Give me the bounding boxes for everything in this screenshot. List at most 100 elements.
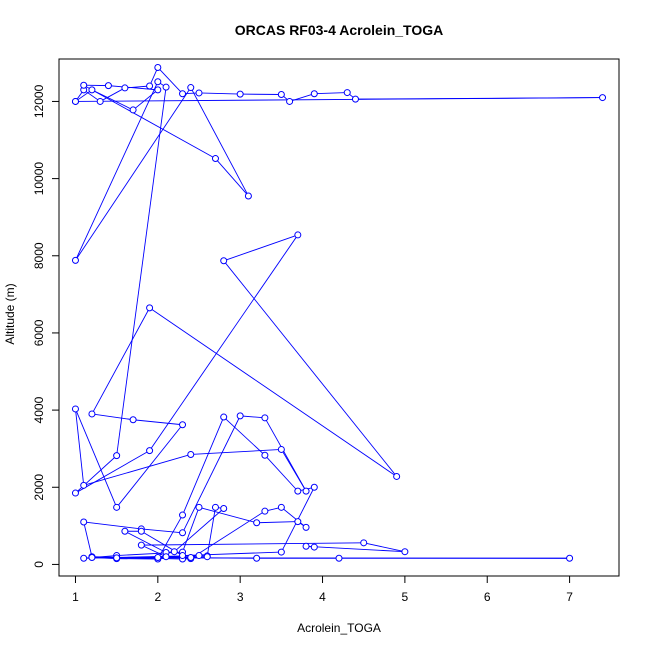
data-point bbox=[566, 554, 574, 562]
y-tick-label: 0 bbox=[32, 561, 46, 568]
data-point bbox=[277, 503, 285, 511]
data-point bbox=[162, 83, 170, 91]
series-segment bbox=[91, 413, 134, 421]
y-tick-label: 8000 bbox=[32, 242, 46, 269]
data-point bbox=[302, 542, 310, 550]
chart-title: ORCAS RF03-4 Acrolein_TOGA bbox=[235, 22, 444, 38]
series-segment bbox=[133, 419, 183, 426]
x-axis: 1 2 3 4 5 6 7 bbox=[72, 575, 573, 604]
data-point bbox=[294, 231, 302, 239]
y-tick-label: 4000 bbox=[32, 396, 46, 423]
y-tick-label: 12000 bbox=[32, 84, 46, 118]
data-point bbox=[261, 451, 269, 459]
x-tick-label: 4 bbox=[319, 590, 326, 604]
data-point bbox=[195, 503, 203, 511]
series-segment bbox=[83, 454, 191, 486]
series-segment bbox=[149, 307, 397, 477]
x-axis-label: Acrolein_TOGA bbox=[297, 621, 381, 635]
series-segment bbox=[198, 92, 241, 95]
series-segment bbox=[124, 530, 167, 553]
data-point bbox=[220, 413, 228, 421]
series-lines bbox=[75, 67, 603, 560]
data-point bbox=[277, 445, 285, 453]
data-point bbox=[80, 518, 88, 526]
data-point bbox=[146, 447, 154, 455]
series-segment bbox=[157, 514, 183, 560]
data-point bbox=[179, 511, 187, 519]
data-point bbox=[121, 527, 129, 535]
series-segment bbox=[182, 415, 241, 533]
series-segment bbox=[223, 234, 298, 262]
series-segment bbox=[83, 521, 93, 557]
data-point bbox=[253, 519, 261, 527]
x-tick-label: 6 bbox=[484, 590, 491, 604]
series-segment bbox=[75, 81, 159, 261]
data-point bbox=[170, 548, 178, 556]
data-point bbox=[113, 554, 121, 562]
data-point bbox=[277, 548, 285, 556]
data-point bbox=[113, 503, 121, 511]
data-point bbox=[154, 553, 162, 561]
data-point bbox=[71, 405, 79, 413]
series-segment bbox=[240, 415, 265, 419]
x-tick-label: 7 bbox=[566, 590, 573, 604]
data-point bbox=[310, 483, 318, 491]
data-point bbox=[211, 155, 219, 163]
series-segment bbox=[141, 528, 183, 534]
series-segment bbox=[75, 450, 150, 494]
data-point bbox=[88, 86, 96, 94]
data-point bbox=[154, 86, 162, 94]
data-point bbox=[310, 543, 318, 551]
y-tick-label: 10000 bbox=[32, 162, 46, 196]
data-point bbox=[187, 84, 195, 92]
y-axis-label: Altitude (m) bbox=[3, 283, 17, 344]
y-axis: 0 2000 4000 6000 8000 10000 12000 bbox=[32, 84, 60, 568]
series-segment bbox=[215, 158, 249, 197]
data-point bbox=[162, 553, 170, 561]
data-point bbox=[351, 95, 359, 103]
data-point bbox=[203, 553, 211, 561]
data-point bbox=[154, 78, 162, 86]
series-segment bbox=[264, 454, 299, 492]
series-segment bbox=[75, 408, 118, 508]
data-point bbox=[129, 416, 137, 424]
data-point bbox=[179, 90, 187, 98]
data-point bbox=[335, 554, 343, 562]
series-segment bbox=[141, 544, 167, 558]
data-point bbox=[286, 97, 294, 105]
series-segment bbox=[132, 89, 159, 111]
series-segment bbox=[198, 506, 257, 524]
x-tick-label: 1 bbox=[72, 590, 79, 604]
series-segment bbox=[83, 521, 142, 530]
data-point bbox=[88, 410, 96, 418]
series-points bbox=[71, 63, 607, 563]
data-point bbox=[236, 412, 244, 420]
data-point bbox=[179, 552, 187, 560]
data-point bbox=[179, 421, 187, 429]
data-point bbox=[220, 504, 228, 512]
series-segment bbox=[75, 408, 85, 486]
data-point bbox=[261, 414, 269, 422]
series-segment bbox=[206, 507, 216, 557]
series-segment bbox=[264, 417, 307, 492]
data-point bbox=[88, 553, 96, 561]
y-tick-label: 2000 bbox=[32, 474, 46, 501]
series-segment bbox=[256, 521, 298, 524]
data-point bbox=[401, 548, 409, 556]
data-point bbox=[302, 487, 310, 495]
series-segment bbox=[75, 97, 603, 102]
data-point bbox=[253, 554, 261, 562]
data-point bbox=[104, 82, 112, 90]
data-point bbox=[80, 481, 88, 489]
data-point bbox=[187, 553, 195, 561]
x-tick-label: 3 bbox=[237, 590, 244, 604]
series-segment bbox=[91, 307, 150, 415]
data-point bbox=[137, 541, 145, 549]
data-point bbox=[310, 90, 318, 98]
series-segment bbox=[190, 510, 266, 560]
data-point bbox=[244, 192, 252, 200]
data-point bbox=[137, 527, 145, 535]
series-segment bbox=[116, 87, 167, 456]
data-point bbox=[80, 554, 88, 562]
